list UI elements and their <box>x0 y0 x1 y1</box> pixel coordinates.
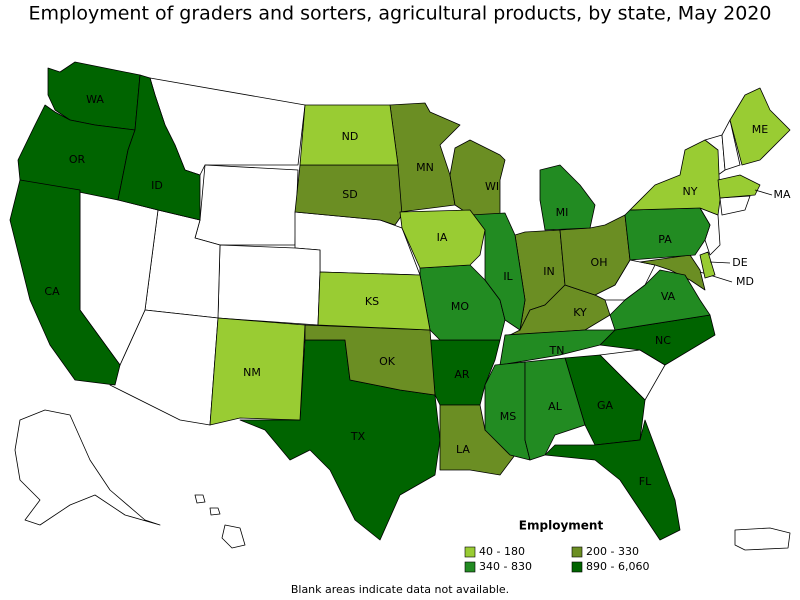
map-title: Employment of graders and sorters, agric… <box>29 3 772 25</box>
state-label: DE <box>732 256 747 269</box>
state <box>469 212 526 331</box>
state <box>317 271 431 331</box>
no-data-states <box>14 77 791 551</box>
state <box>299 104 399 166</box>
legend-swatch <box>464 561 476 573</box>
states: WA OR ID CA TX AR GA FL NC MN SD WI OK LA IN KY OH MD MO IL… <box>9 61 791 541</box>
state <box>117 74 201 221</box>
state-label: NC <box>655 334 671 347</box>
hawaii <box>221 524 246 549</box>
state <box>439 404 516 476</box>
state-label: ND <box>342 130 359 143</box>
state <box>449 139 506 216</box>
state-label: MD <box>736 275 754 288</box>
legend-title: Employment <box>519 519 604 533</box>
state-label: TN <box>549 344 565 357</box>
legend-swatch <box>571 546 583 558</box>
state-no-data <box>721 119 741 171</box>
state-label: PA <box>658 233 672 246</box>
state-label: MN <box>416 161 434 174</box>
state-label: MO <box>451 300 469 313</box>
state-no-data <box>217 244 321 326</box>
legend-swatch <box>464 546 476 558</box>
state-label: IL <box>503 270 513 283</box>
state <box>729 87 791 166</box>
state-label: VA <box>661 290 676 303</box>
state-label: SD <box>342 188 357 201</box>
state <box>524 357 586 461</box>
state-label: MS <box>500 410 516 423</box>
state-label: GA <box>597 399 614 412</box>
legend-label: 40 - 180 <box>479 545 525 558</box>
state <box>609 269 711 331</box>
legend-label: 200 - 330 <box>586 545 639 558</box>
legend-label: 340 - 830 <box>479 560 532 573</box>
state-label: KS <box>365 295 379 308</box>
state <box>539 164 596 231</box>
state-label: TX <box>350 430 366 443</box>
state-label: MI <box>556 206 569 219</box>
state <box>717 174 761 199</box>
state-label: AR <box>454 368 470 381</box>
state-no-data <box>719 195 751 216</box>
state-label: ID <box>151 179 163 192</box>
state <box>209 317 306 426</box>
state-label: OH <box>591 256 608 269</box>
legend-swatch <box>571 561 583 573</box>
state-label: NM <box>243 366 261 379</box>
state-label: IN <box>543 265 554 278</box>
state-label: AL <box>548 400 563 413</box>
legend-label: 890 - 6,060 <box>586 560 649 573</box>
state-label: ME <box>752 123 768 136</box>
state <box>544 419 681 541</box>
state <box>564 354 646 446</box>
state-label: CA <box>44 285 60 298</box>
state <box>429 339 501 406</box>
state <box>629 139 721 216</box>
alaska <box>14 409 161 526</box>
puerto-rico <box>734 527 791 551</box>
state-label: LA <box>456 443 470 456</box>
state-label: IA <box>437 231 448 244</box>
state <box>9 179 121 386</box>
state <box>699 251 716 279</box>
state <box>639 254 706 291</box>
leader-line <box>709 261 731 264</box>
state-label: KY <box>573 306 587 319</box>
legend: 40 - 180 200 - 330 340 - 830 890 - 6,060 <box>464 545 649 573</box>
state <box>399 209 486 269</box>
state-label: OR <box>69 153 86 166</box>
state-label: WA <box>86 93 104 106</box>
state-label: MA <box>773 188 790 201</box>
hawaii <box>209 507 221 516</box>
state-label: FL <box>639 475 652 488</box>
leader-line <box>754 189 773 196</box>
state-no-data <box>194 164 299 246</box>
footnote: Blank areas indicate data not available. <box>291 583 509 596</box>
hawaii <box>194 494 206 504</box>
state-label: NY <box>683 185 698 198</box>
state-label: OK <box>379 355 396 368</box>
state-label: WI <box>485 180 499 193</box>
state <box>304 324 436 396</box>
